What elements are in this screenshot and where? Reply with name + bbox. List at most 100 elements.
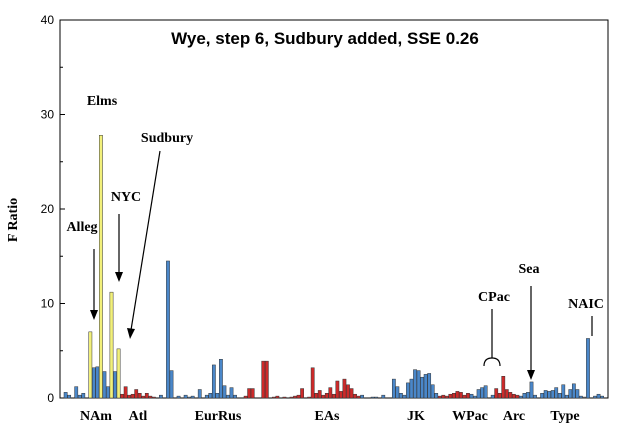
arrow-sudbury <box>127 150 161 339</box>
bar <box>106 386 110 399</box>
bar <box>579 395 583 399</box>
bar <box>473 395 477 399</box>
bar <box>561 384 566 399</box>
bar <box>391 378 396 399</box>
bar <box>300 388 304 399</box>
bar <box>490 394 495 399</box>
bar <box>462 394 467 399</box>
bar <box>564 394 569 399</box>
bar <box>229 387 234 399</box>
bar <box>374 396 379 399</box>
bar <box>346 384 350 399</box>
bar <box>441 394 446 399</box>
bar <box>519 395 523 399</box>
y-tick-label: 40 <box>41 13 55 27</box>
bar <box>134 389 139 399</box>
bar <box>381 394 386 399</box>
bar <box>434 393 439 399</box>
annotation-sudbury: Sudbury <box>141 131 193 146</box>
bar <box>582 396 587 399</box>
bar <box>476 389 481 399</box>
bar <box>466 393 470 399</box>
bar <box>529 381 534 399</box>
bar <box>169 370 174 399</box>
annotation-elms: Elms <box>87 94 118 109</box>
cpac-bracket <box>483 309 501 367</box>
chart-title: Wye, step 6, Sudbury added, SSE 0.26 <box>171 29 479 48</box>
annotation-cpac: CPac <box>478 290 510 305</box>
bar <box>550 390 555 399</box>
group-label-eurrus: EurRus <box>195 409 242 424</box>
bar <box>427 373 432 399</box>
bar <box>399 393 403 399</box>
y-axis: 0 10 20 30 40 <box>41 13 65 405</box>
bar <box>289 396 294 399</box>
bar <box>95 366 100 399</box>
bar <box>409 378 414 399</box>
bar <box>451 393 456 399</box>
group-label-nam: NAm <box>80 409 112 424</box>
y-tick-label: 0 <box>47 391 54 405</box>
bar <box>63 392 68 399</box>
bar <box>423 374 428 399</box>
bar <box>208 393 213 399</box>
bar <box>264 360 269 399</box>
bar <box>324 393 329 399</box>
bar <box>137 393 142 399</box>
bar <box>307 396 312 399</box>
bar <box>296 394 301 399</box>
bar <box>469 393 474 399</box>
bar <box>547 391 552 399</box>
bar <box>271 396 276 399</box>
bar <box>360 394 364 399</box>
bar <box>557 393 562 399</box>
bar <box>120 393 124 399</box>
bar <box>317 390 322 399</box>
bar <box>370 396 375 399</box>
bar <box>480 387 484 399</box>
bar <box>159 394 163 399</box>
bar <box>593 395 597 399</box>
bar <box>183 394 188 399</box>
bar <box>123 386 128 399</box>
annotation-nyc: NYC <box>111 190 141 205</box>
y-axis-label: F Ratio <box>6 198 21 242</box>
bar <box>250 388 255 399</box>
bar <box>395 386 400 399</box>
bar <box>349 388 354 399</box>
bar <box>310 367 315 399</box>
bar <box>331 393 336 399</box>
arrow-nyc <box>115 214 123 282</box>
bar <box>328 387 333 399</box>
bar <box>113 371 117 399</box>
bar <box>102 371 107 399</box>
bar <box>197 389 202 399</box>
bar <box>88 331 93 399</box>
arrow-sea <box>527 286 535 380</box>
bar <box>554 387 559 399</box>
bar <box>187 396 192 399</box>
bars <box>63 135 604 399</box>
bar <box>533 394 537 399</box>
bar <box>342 378 347 399</box>
bar <box>204 394 209 399</box>
bar <box>455 391 460 399</box>
bar <box>406 382 410 399</box>
bar <box>402 394 407 399</box>
bar <box>314 393 319 399</box>
bar <box>413 369 417 399</box>
bar <box>356 395 361 399</box>
bar <box>109 291 114 399</box>
group-label-wpac: WPac <box>452 409 488 424</box>
annotation-alleg: Alleg <box>66 220 97 235</box>
group-label-eas: EAs <box>315 409 340 424</box>
bar <box>483 385 488 399</box>
bar <box>127 394 132 399</box>
bar <box>596 393 601 399</box>
bar <box>526 392 530 399</box>
bar <box>444 395 449 399</box>
bar <box>575 389 580 399</box>
bar <box>353 393 357 399</box>
bar <box>74 386 79 399</box>
bar <box>504 389 509 399</box>
